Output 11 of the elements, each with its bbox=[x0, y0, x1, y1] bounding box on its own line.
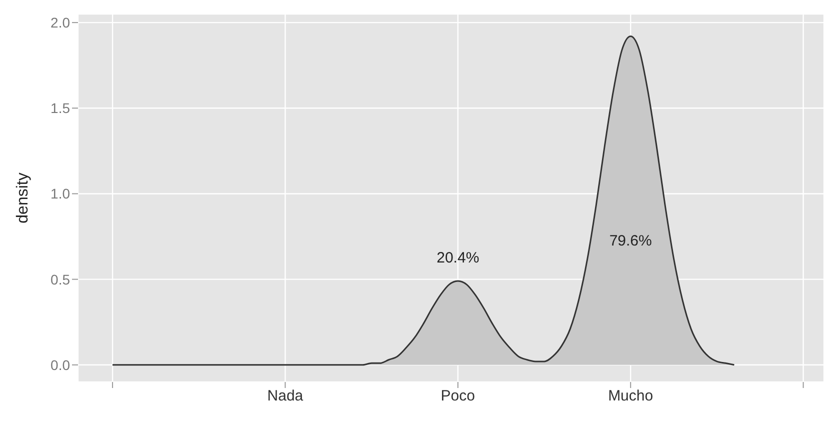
x-tick-label: Mucho bbox=[608, 388, 654, 405]
y-axis-title: density bbox=[14, 172, 32, 224]
y-tick-label: 2.0 bbox=[50, 14, 70, 31]
x-tick-label: Poco bbox=[440, 388, 476, 405]
annotation: 20.4% bbox=[436, 249, 480, 266]
y-tick-label: 0.5 bbox=[50, 271, 70, 288]
y-tick-label: 1.0 bbox=[50, 186, 70, 202]
annotation: 79.6% bbox=[609, 232, 652, 250]
y-tick-label: 1.5 bbox=[50, 100, 70, 116]
x-tick-label: Nada bbox=[267, 388, 304, 405]
y-tick-label: 0.0 bbox=[50, 356, 70, 373]
